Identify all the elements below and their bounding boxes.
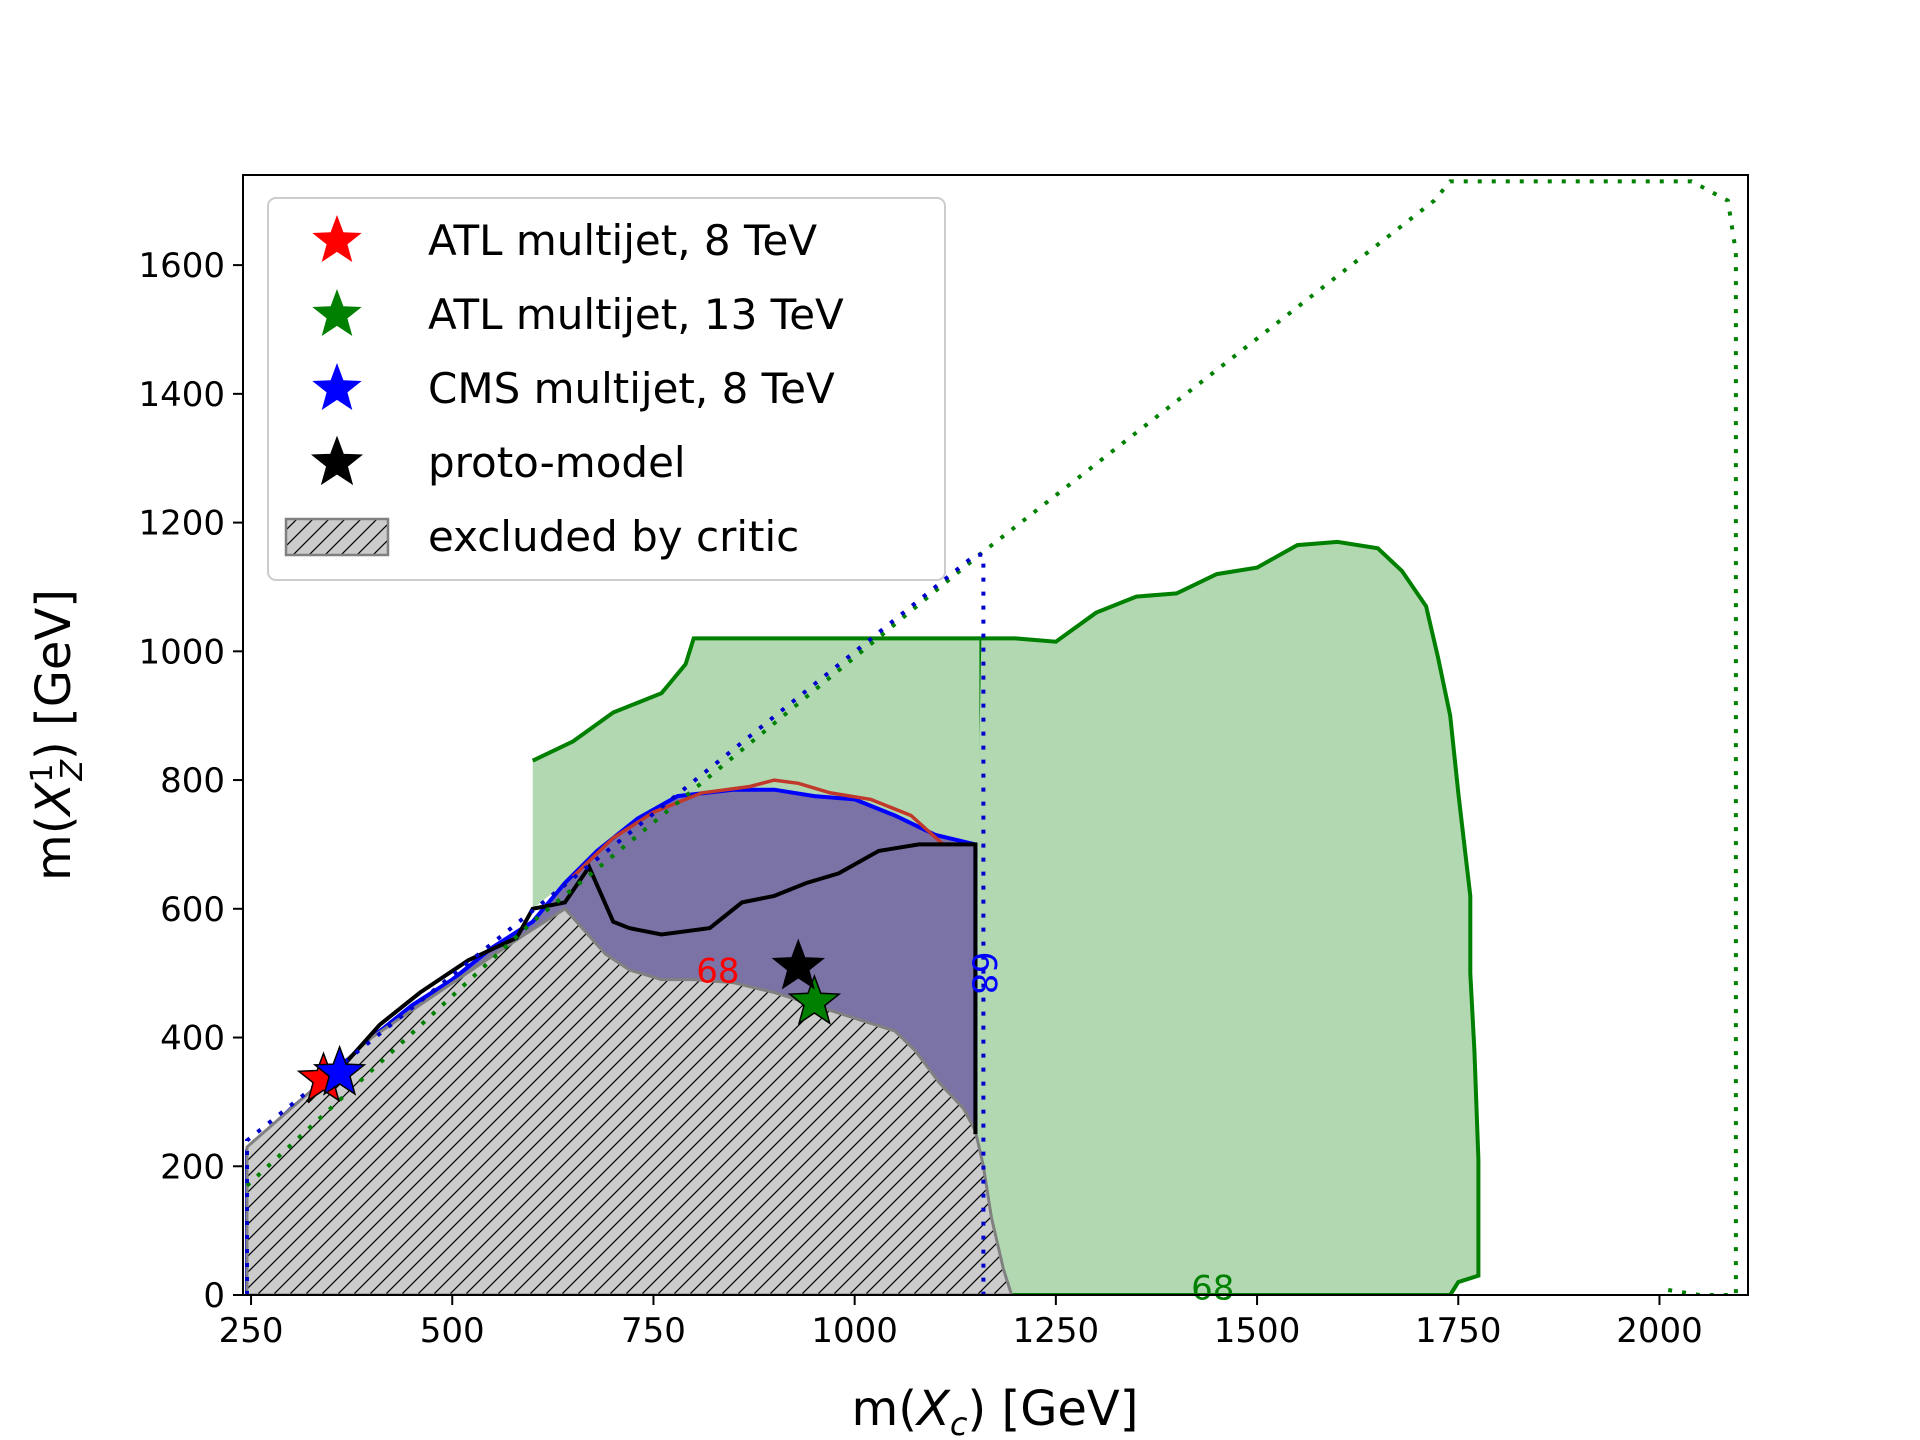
legend-star-icon (312, 215, 362, 262)
atl-13tev-upper-line (531, 636, 980, 763)
atl-13tev-region (973, 539, 1481, 1295)
legend-label: proto-model (428, 438, 686, 487)
y-tick-label: 800 (160, 761, 225, 801)
y-tick-label: 400 (160, 1019, 225, 1059)
y-tick-label: 1600 (138, 246, 225, 286)
x-tick-label: 750 (621, 1311, 686, 1351)
y-tick-label: 1000 (138, 632, 225, 672)
best-fit-star (771, 938, 826, 990)
legend-star-icon (312, 289, 362, 336)
x-tick-label: 2000 (1616, 1311, 1703, 1351)
regions-layer (245, 179, 1738, 1295)
x-axis: 250 500 750 1000 1250 1500 1750 2000 (219, 1295, 1703, 1351)
best-fit-points-layer (296, 938, 842, 1103)
y-axis-label: m(X1Z) [GeV] (25, 589, 90, 881)
best-fit-star (787, 973, 842, 1025)
legend-label: CMS multijet, 8 TeV (428, 364, 835, 413)
contour-label: 68 (1191, 1268, 1234, 1308)
legend: ATL multijet, 8 TeV ATL multijet, 13 TeV C… (267, 197, 946, 581)
legend-label: ATL multijet, 13 TeV (428, 290, 844, 339)
best-fit-star (312, 1044, 367, 1096)
y-tick-label: 200 (160, 1147, 225, 1187)
legend-label: ATL multijet, 8 TeV (428, 216, 817, 265)
y-tick-label: 600 (160, 890, 225, 930)
proto-model-line (305, 842, 978, 1135)
x-tick-label: 1500 (1214, 1311, 1301, 1351)
x-tick-label: 1000 (811, 1311, 898, 1351)
contour-label: 68 (696, 952, 739, 992)
x-tick-label: 1250 (1013, 1311, 1100, 1351)
atl-13tev-dotted-line (245, 179, 1738, 1295)
legend-star-icon (312, 363, 362, 410)
y-tick-label: 1400 (138, 375, 225, 415)
y-tick-label: 1200 (138, 504, 225, 544)
x-tick-label: 1750 (1415, 1311, 1502, 1351)
y-axis: 0 200 400 600 800 1000 1200 1400 1600 (138, 246, 243, 1316)
atl-8tev-line (571, 778, 976, 878)
legend-label: excluded by critic (428, 512, 799, 561)
plot-frame (242, 174, 1749, 1296)
x-tick-label: 250 (219, 1311, 284, 1351)
contour-labels-layer: 68 68 68 (696, 952, 1234, 1309)
legend-star-icon (310, 435, 364, 486)
contour-label: 68 (963, 952, 1003, 995)
legend-box (267, 197, 946, 581)
x-axis-label: m(Xc) [GeV] (852, 1381, 1139, 1440)
legend-hatch-icon (284, 517, 390, 557)
x-tick-label: 500 (420, 1311, 485, 1351)
y-tick-label: 0 (203, 1276, 225, 1316)
